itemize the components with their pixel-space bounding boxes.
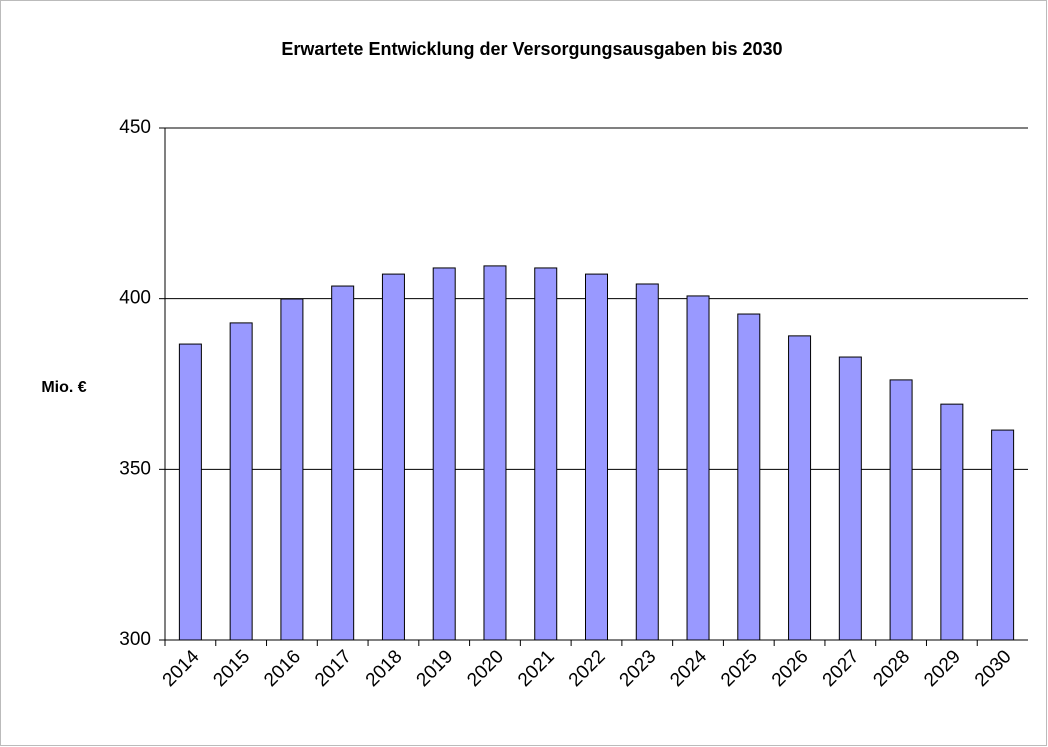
bar [229, 322, 253, 641]
chart-title: Erwartete Entwicklung der Versorgungsaus… [281, 39, 782, 59]
bar [635, 283, 659, 641]
bar [178, 343, 202, 641]
bar [280, 298, 304, 641]
bar [889, 379, 913, 641]
y-tick-label: 400 [119, 288, 151, 309]
bar [432, 267, 456, 641]
bar [991, 429, 1015, 641]
bar [585, 273, 608, 641]
bar [788, 335, 812, 641]
bar [940, 403, 964, 641]
bar [737, 313, 761, 641]
y-axis-label: Mio. € [41, 379, 86, 396]
y-tick-label: 350 [119, 458, 151, 479]
y-tick-label: 300 [119, 629, 151, 650]
bar [381, 273, 405, 641]
bar [534, 267, 558, 641]
bar [838, 356, 862, 641]
bar [686, 295, 710, 641]
bar [483, 265, 507, 641]
bar [331, 285, 355, 641]
y-tick-label: 450 [119, 117, 151, 138]
